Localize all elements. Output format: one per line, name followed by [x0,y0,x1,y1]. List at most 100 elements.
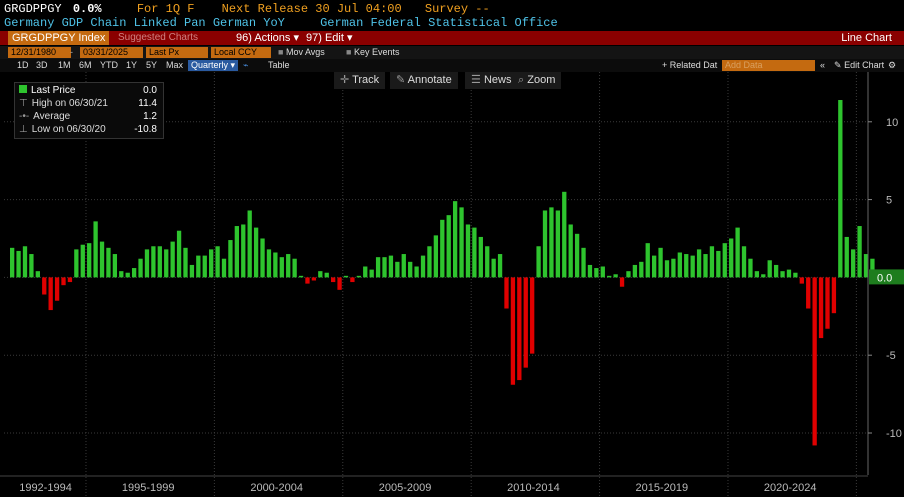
bar [497,254,503,278]
bar [131,268,137,278]
legend-last: Last Price [19,84,75,97]
bar [773,264,779,278]
y-tick-label: -10 [886,428,902,440]
bar [125,272,130,278]
bar [241,224,246,278]
actions-menu[interactable]: 96) Actions ▾ [236,32,300,44]
bar [517,277,522,381]
bar [472,227,477,278]
bar [279,257,284,278]
legend-average-value: 1.2 [143,111,157,122]
period-1y[interactable]: 1Y [126,60,138,70]
bar [260,238,265,278]
key-events-toggle[interactable]: ■ Key Events [346,47,400,57]
bar [183,247,188,278]
bar [48,277,53,311]
gear-icon[interactable]: ⚙ [888,60,897,70]
bar [324,272,329,278]
bar [741,246,747,278]
bar [369,269,374,278]
bar [780,271,785,278]
bar [459,207,464,278]
x-period-label: 2020-2024 [764,482,817,494]
frequency-select[interactable]: Quarterly ▾ [188,60,239,71]
x-period-label: 1992-1994 [19,482,72,494]
bar [228,240,233,278]
bar [799,277,804,284]
period-1d[interactable]: 1D [17,60,29,70]
pencil-icon: ✎ [396,74,406,86]
bar [305,277,310,284]
end-date-field[interactable]: 03/31/2025 [80,47,143,58]
bar [350,277,355,283]
start-date-field[interactable]: 12/31/1980 [8,47,71,58]
bar [189,264,195,278]
bar [273,252,278,278]
bar [607,275,612,278]
period-ytd[interactable]: YTD [100,60,118,70]
bar [144,249,150,278]
legend-average: -•- Average [19,111,71,122]
x-period-label: 2015-2019 [636,482,689,494]
period-1m[interactable]: 1M [58,60,71,70]
header-line-1: GRGDPPGY 0.0% For 1Q F Next Release 30 J… [4,2,490,16]
chart-style-icon[interactable]: ⌁ [243,60,249,70]
chevron-down-icon: ▾ [346,32,353,44]
bar [401,254,406,278]
period-6m[interactable]: 6M [79,60,92,70]
related-data-button[interactable]: + Related Dat [662,60,718,70]
x-period-label: 2000-2004 [250,482,303,494]
edit-menu[interactable]: 97) Edit ▾ [306,32,353,44]
bar [613,274,618,278]
chevron-down-icon: ▾ [230,60,236,70]
bar [748,258,753,278]
news-button[interactable]: ☰ News [465,72,518,89]
ticker-label: GRGDPPGY [4,2,62,16]
legend-high: ⊤ High on 06/30/21 [19,98,108,109]
bar [420,255,426,278]
zoom-button[interactable]: ⌕ Zoom [512,72,562,89]
bar [42,277,47,295]
last-value-tag [869,269,904,285]
bar [99,241,105,278]
bar [87,243,92,278]
bar [600,266,605,278]
edit-chart-button[interactable]: ✎ Edit Chart [834,60,885,70]
track-button[interactable]: ✛ Track [334,72,386,89]
bar [761,274,766,278]
chart-area[interactable]: 10 5 -5 -10 0.0 1992-1994 1995-1999 2000-2004 20… [0,72,904,497]
bar [645,243,650,278]
mov-avgs-toggle[interactable]: ■ Mov Avgs [278,47,325,57]
y-tick-label: 10 [886,117,898,129]
bar [29,254,34,278]
bar [215,246,220,278]
period-5y[interactable]: 5Y [146,60,158,70]
bar [408,261,413,278]
magnifier-icon: ⌕ [518,74,525,86]
field-select[interactable]: Last Px [146,47,208,58]
bar [337,277,342,290]
period-max[interactable]: Max [166,60,184,70]
bar [793,272,798,278]
bar [735,227,740,278]
collapse-icon[interactable]: « [820,60,826,70]
period-label: For 1Q F [136,2,195,16]
suggested-charts-button[interactable]: Suggested Charts [118,32,199,43]
bar [414,266,419,278]
survey-label: Survey -- [424,2,490,16]
period-3d[interactable]: 3D [36,60,48,70]
chevron-down-icon: ▾ [293,32,300,44]
add-data-input[interactable]: Add Data [722,60,815,71]
bar [857,226,862,278]
bar [446,215,451,278]
currency-select[interactable]: Local CCY [211,47,271,58]
bar [170,241,175,278]
bar [311,277,317,281]
table-button[interactable]: Table [268,60,290,70]
chart-type-label[interactable]: Line Chart [841,32,892,44]
annotate-button[interactable]: ✎ Annotate [390,72,458,89]
bar [504,277,509,309]
data-source: German Federal Statistical Office [320,16,558,30]
index-field[interactable]: GRGDPPGY Index [8,31,110,45]
bar [825,277,830,329]
